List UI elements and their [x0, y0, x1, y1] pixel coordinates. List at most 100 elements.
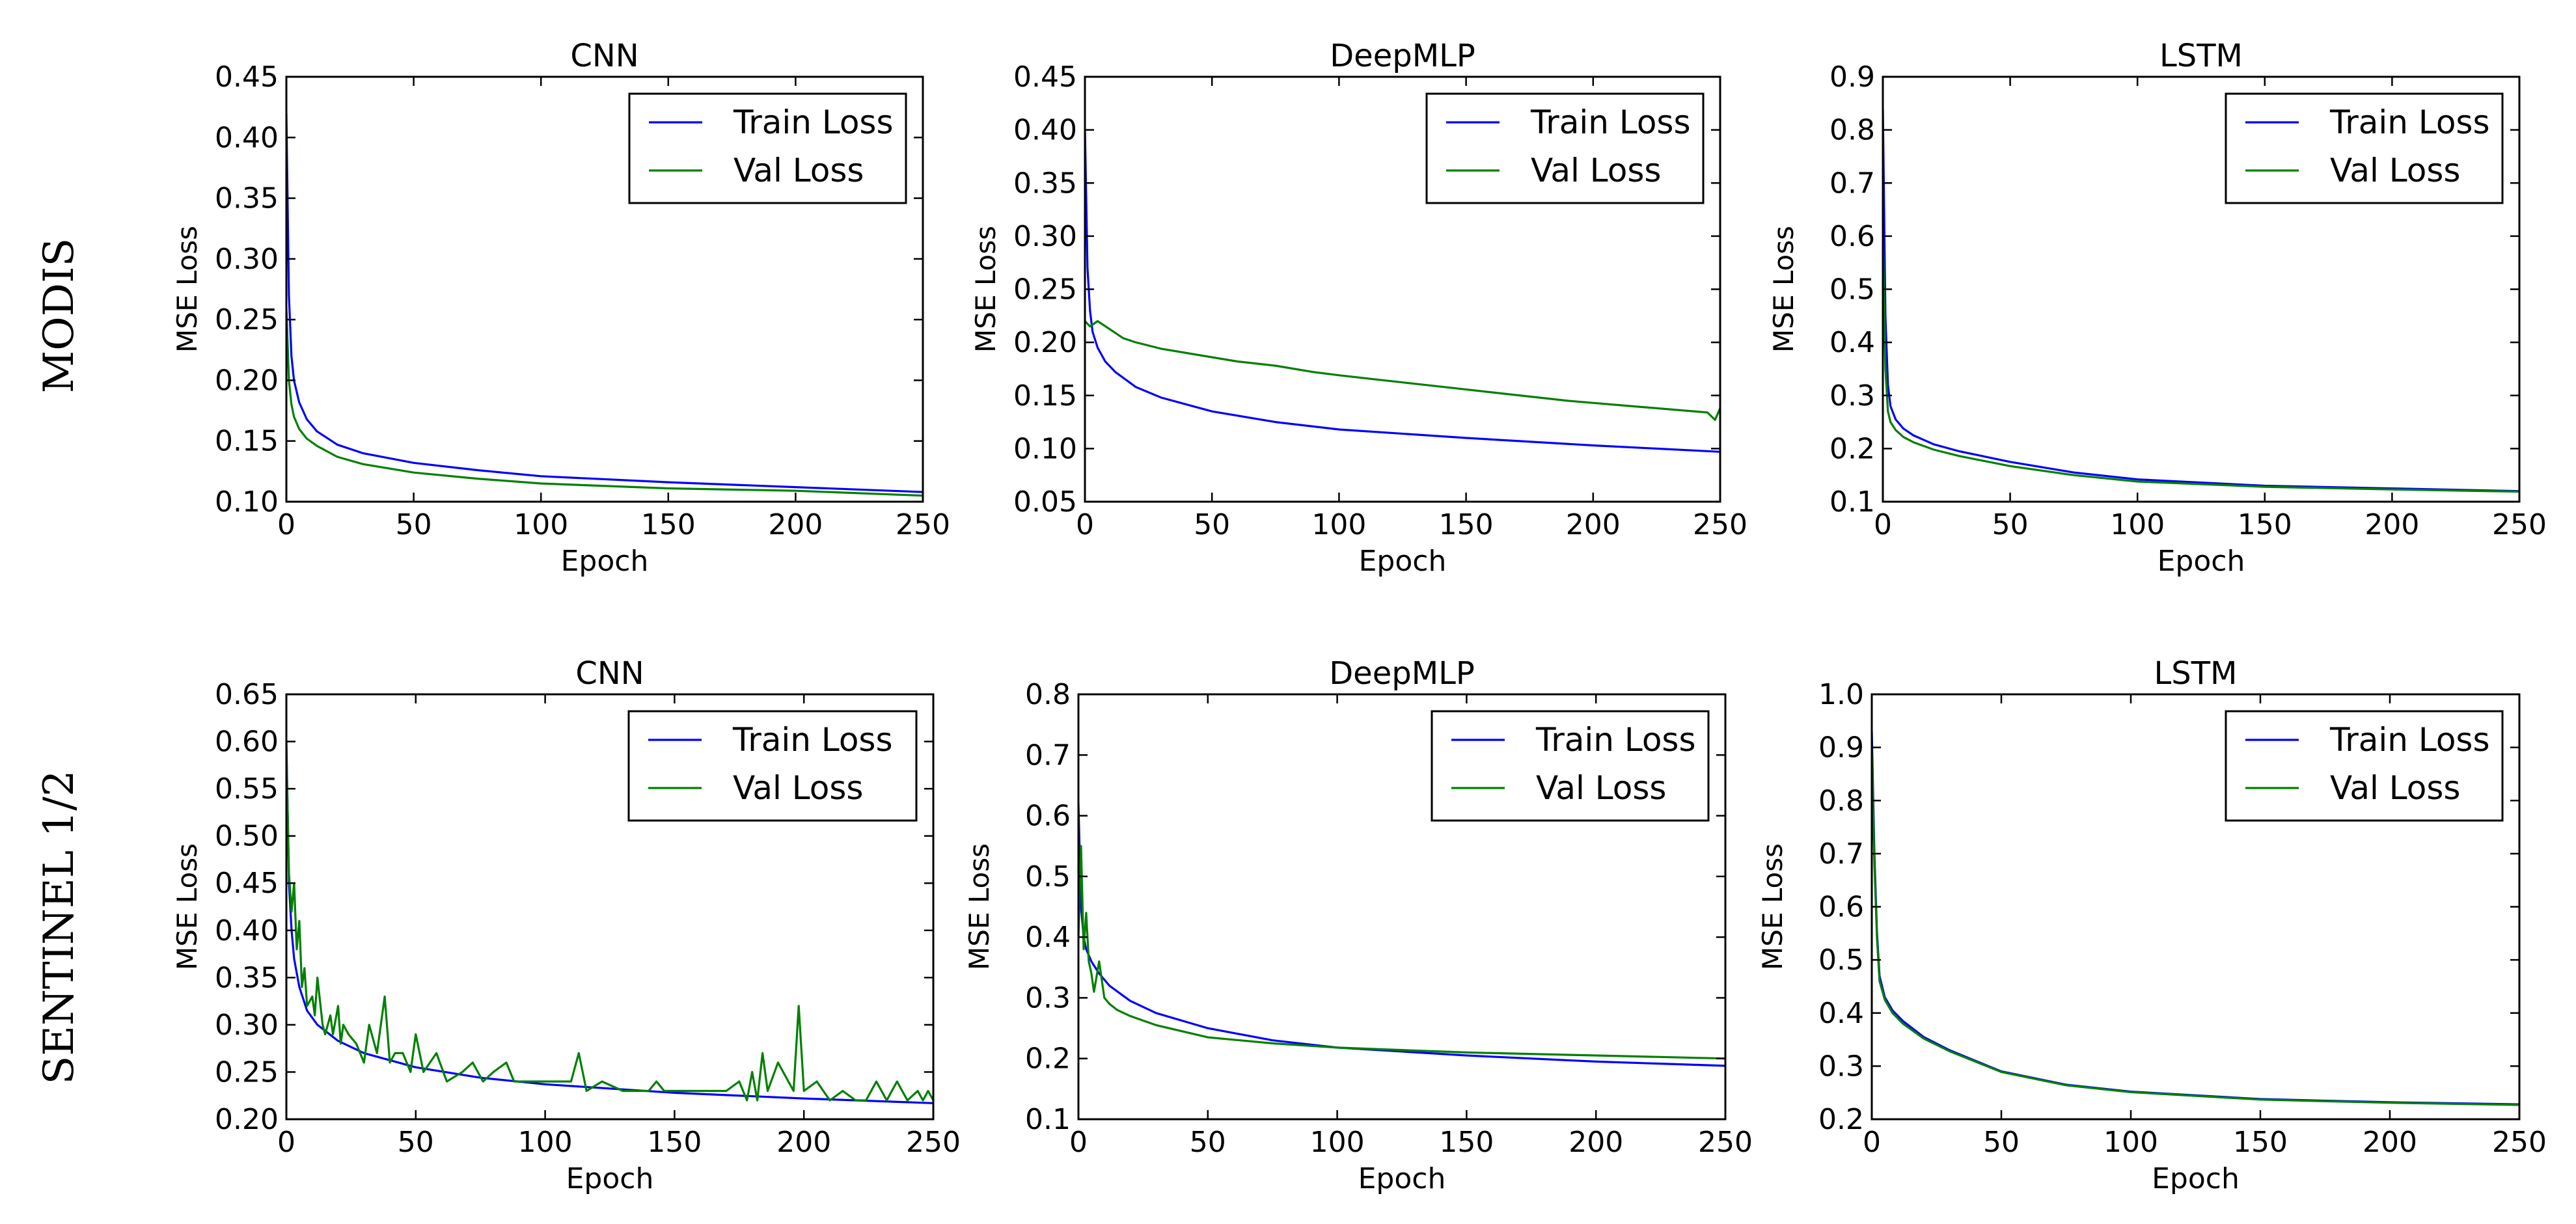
legend: Train Loss Val Loss	[627, 710, 918, 822]
x-tick-label: 0	[1076, 508, 1094, 541]
y-axis-label: MSE Loss	[963, 843, 995, 970]
y-tick-label: 0.6	[1829, 220, 1875, 253]
y-tick-label: 0.45	[1013, 61, 1077, 94]
y-tick-label: 0.8	[1025, 678, 1071, 711]
chart-panel: 0 50 100 150 200 250 0.05 0.10 0.15 0.20 0.25 0.30 0…	[970, 38, 1747, 578]
y-tick-label: 0.15	[215, 425, 279, 458]
x-tick-label: 150	[647, 1126, 702, 1159]
x-tick-label: 50	[1190, 1126, 1226, 1159]
legend: Train Loss Val Loss	[1425, 92, 1705, 204]
y-tick-label: 0.30	[215, 243, 279, 276]
y-tick-label: 0.25	[215, 303, 279, 336]
y-tick-label: 0.7	[1829, 167, 1875, 200]
axes-frame	[285, 693, 935, 1121]
y-tick-label: 0.40	[1013, 114, 1077, 147]
y-tick-label: 0.3	[1818, 1050, 1864, 1083]
y-tick-label: 0.1	[1025, 1103, 1071, 1136]
val-loss-line	[286, 751, 933, 1102]
y-tick-label: 0.15	[1013, 379, 1077, 413]
y-tick-label: 0.25	[1013, 273, 1077, 306]
y-tick-label: 0.3	[1025, 981, 1071, 1014]
series-group	[1883, 108, 2519, 493]
legend: Train Loss Val Loss	[1431, 710, 1710, 822]
legend-box	[2225, 710, 2504, 822]
y-tick-label: 0.40	[215, 914, 279, 947]
y-tick-label: 0.35	[1013, 167, 1077, 200]
x-axis-label: Epoch	[1358, 1162, 1446, 1195]
x-tick-label: 150	[1439, 508, 1494, 541]
x-tick-label: 150	[641, 508, 696, 541]
x-tick-label: 100	[2110, 508, 2165, 541]
legend-train-label: Train Loss	[1530, 103, 1691, 141]
x-tick-label: 0	[1874, 508, 1892, 541]
y-tick-label: 0.2	[1025, 1042, 1071, 1076]
axes-frame	[1077, 693, 1727, 1121]
series-group	[1872, 731, 2519, 1106]
y-tick-label: 0.2	[1829, 432, 1875, 465]
legend: Train Loss Val Loss	[2225, 710, 2504, 822]
y-tick-label: 0.20	[1013, 326, 1077, 359]
y-tick-label: 0.7	[1818, 837, 1864, 871]
x-tick-label: 0	[277, 508, 295, 541]
y-tick-label: 0.8	[1818, 784, 1864, 817]
axes-frame	[285, 75, 924, 503]
y-axis-label: MSE Loss	[171, 843, 203, 970]
chart-panel: 0 50 100 150 200 250 0.1 0.2 0.3 0.4 0.5 0.6 0.7 0.8 D…	[963, 655, 1753, 1195]
legend: Train Loss Val Loss	[628, 92, 907, 204]
x-tick-label: 50	[1194, 508, 1230, 541]
x-tick-label: 200	[1566, 508, 1621, 541]
chart-panel: 0 50 100 150 200 250 0.2 0.3 0.4 0.5 0.6 0.7 0.8 0.9 1…	[1757, 655, 2547, 1195]
val-loss-line	[1883, 236, 2519, 493]
x-tick-label: 100	[514, 508, 568, 541]
x-tick-label: 200	[768, 508, 823, 541]
y-tick-label: 0.40	[215, 121, 279, 154]
val-loss-line	[1078, 845, 1725, 1060]
train-loss-line	[1085, 129, 1720, 453]
y-tick-label: 0.20	[215, 364, 279, 397]
x-tick-label: 100	[1311, 508, 1366, 541]
x-tick-label: 0	[1863, 1126, 1881, 1159]
series-group	[1085, 129, 1720, 453]
x-tick-label: 50	[396, 508, 432, 541]
y-axis-label: MSE Loss	[171, 226, 203, 353]
y-tick-label: 0.9	[1829, 61, 1875, 94]
series-group	[286, 113, 923, 497]
legend-train-label: Train Loss	[2329, 103, 2490, 141]
val-loss-line	[286, 307, 923, 497]
legend-train-label: Train Loss	[2329, 721, 2490, 759]
x-axis-label: Epoch	[2152, 1162, 2240, 1195]
y-tick-label: 0.8	[1829, 114, 1875, 147]
y-axis-label: MSE Loss	[970, 226, 1002, 353]
chart-title: LSTM	[2159, 38, 2243, 74]
chart-title: LSTM	[2154, 655, 2238, 692]
row-label-sentinel: SENTINEL 1/2	[35, 770, 83, 1084]
y-tick-label: 0.5	[1818, 944, 1864, 977]
y-tick-label: 0.35	[215, 182, 279, 215]
y-tick-label: 0.45	[215, 867, 279, 900]
series-group	[1078, 803, 1725, 1067]
y-tick-label: 0.6	[1818, 891, 1864, 924]
y-tick-label: 0.10	[215, 485, 279, 519]
x-tick-label: 100	[1310, 1126, 1365, 1159]
legend: Train Loss Val Loss	[2225, 92, 2504, 204]
legend-train-label: Train Loss	[1535, 721, 1696, 759]
legend-box	[627, 710, 918, 822]
panels: 0 50 100 150 200 2500.100.150.200.250.300.350…	[171, 38, 2547, 1195]
x-tick-label: 200	[776, 1126, 831, 1159]
x-tick-label: 250	[2492, 508, 2547, 541]
y-tick-label: 0.05	[1013, 485, 1077, 519]
y-tick-label: 0.20	[215, 1103, 279, 1136]
x-tick-label: 0	[277, 1126, 295, 1159]
x-tick-label: 250	[1698, 1126, 1753, 1159]
chart-title: CNN	[575, 655, 644, 692]
x-tick-label: 200	[1569, 1126, 1623, 1159]
x-axis-label: Epoch	[1359, 545, 1447, 578]
y-tick-label: 0.9	[1818, 731, 1864, 765]
x-tick-label: 150	[1439, 1126, 1494, 1159]
y-tick-label: 0.65	[215, 678, 279, 711]
x-tick-label: 250	[2492, 1126, 2547, 1159]
x-tick-label: 50	[1983, 1126, 2020, 1159]
x-tick-label: 200	[2363, 1126, 2417, 1159]
legend-val-label: Val Loss	[2330, 769, 2460, 807]
